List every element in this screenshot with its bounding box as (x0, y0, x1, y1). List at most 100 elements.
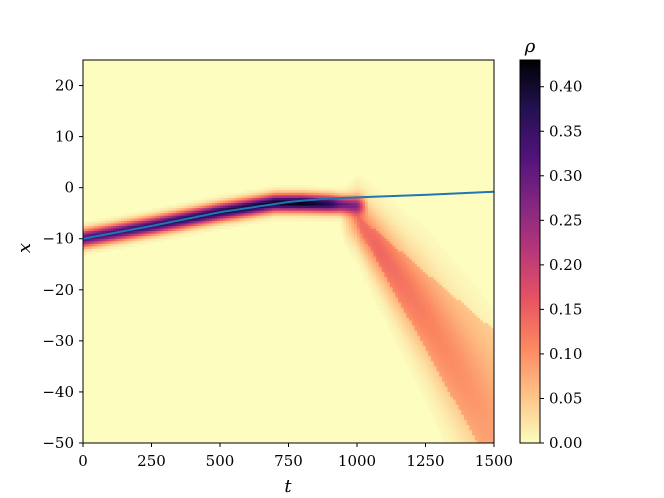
heatmap-cell (159, 218, 164, 222)
heatmap-cell (469, 435, 473, 439)
heatmap-cell (428, 251, 432, 255)
heatmap-cell (414, 282, 418, 286)
heatmap-cell (362, 182, 366, 186)
heatmap-cell (452, 287, 457, 291)
heatmap-cell (162, 233, 166, 237)
heatmap-cell (398, 300, 402, 304)
heatmap-cell (461, 274, 465, 278)
heatmap-cell (348, 190, 353, 194)
heatmap-cell (406, 294, 410, 299)
heatmap-cell (389, 302, 394, 306)
heatmap-cell (411, 368, 416, 373)
heatmap-cell (241, 220, 246, 225)
heatmap-cell (447, 292, 451, 296)
heatmap-cell (362, 208, 366, 212)
heatmap-cell (367, 271, 372, 276)
heatmap-cell (463, 307, 468, 311)
heatmap-cell (433, 394, 438, 398)
heatmap-cell (373, 220, 377, 225)
heatmap-cell (430, 289, 435, 293)
heatmap-cell (444, 338, 449, 342)
heatmap-cell (444, 435, 449, 439)
heatmap-cell (269, 200, 273, 204)
heatmap-cell (469, 422, 473, 426)
heatmap-cell (414, 231, 418, 235)
heatmap-cell (384, 317, 388, 322)
heatmap-cell (480, 440, 484, 443)
heatmap-cell (406, 363, 410, 367)
heatmap-cell (162, 231, 166, 235)
heatmap-cell (376, 287, 380, 291)
heatmap-cell (107, 248, 111, 253)
heatmap-cell (384, 271, 388, 276)
heatmap-cell (83, 228, 87, 232)
heatmap-cell (417, 348, 421, 352)
heatmap-cell (154, 213, 158, 217)
heatmap-cell (269, 187, 273, 191)
heatmap-cell (441, 353, 446, 357)
heatmap-cell (357, 225, 361, 230)
heatmap-cell (469, 427, 473, 431)
heatmap-cell (211, 200, 216, 204)
heatmap-cell (430, 345, 435, 350)
heatmap-cell (425, 351, 429, 355)
heatmap-cell (461, 277, 465, 281)
heatmap-cell (441, 374, 446, 378)
heatmap-cell (428, 328, 432, 332)
heatmap-cell (370, 192, 375, 196)
heatmap-cell (452, 333, 457, 337)
heatmap-cell (272, 210, 276, 214)
heatmap-cell (444, 381, 449, 385)
heatmap-cell (337, 187, 342, 191)
heatmap-cell (135, 228, 139, 232)
heatmap-cell (480, 379, 484, 383)
heatmap-cell (433, 389, 438, 393)
heatmap-cell (392, 210, 396, 214)
heatmap-cell (398, 231, 402, 235)
heatmap-cell (146, 236, 150, 240)
heatmap-cell (200, 218, 205, 222)
heatmap-cell (280, 195, 284, 199)
heatmap-cell (455, 307, 459, 311)
heatmap-cell (469, 312, 473, 316)
heatmap-cell (406, 353, 410, 357)
heatmap-cell (91, 246, 95, 250)
heatmap-cell (425, 241, 429, 245)
heatmap-cell (472, 437, 476, 442)
heatmap-cell (148, 225, 153, 230)
heatmap-cell (420, 294, 424, 299)
heatmap-cell (359, 261, 364, 265)
heatmap-cell (452, 279, 457, 283)
heatmap-cell (485, 404, 490, 408)
heatmap-cell (351, 254, 355, 258)
heatmap-cell (439, 274, 443, 278)
heatmap-cell (203, 220, 207, 225)
heatmap-cell (244, 200, 248, 204)
heatmap-cell (480, 297, 484, 301)
heatmap-cell (392, 274, 396, 278)
heatmap-cell (357, 223, 361, 227)
heatmap-cell (483, 366, 487, 370)
heatmap-cell (433, 407, 438, 411)
heatmap-cell (474, 363, 479, 367)
heatmap-cell (439, 374, 443, 378)
heatmap-cell (255, 218, 259, 222)
heatmap-cell (203, 202, 207, 207)
heatmap-cell (400, 254, 405, 258)
heatmap-cell (485, 417, 490, 421)
heatmap-cell (441, 310, 446, 314)
heatmap-cell (189, 218, 194, 222)
heatmap-cell (406, 269, 410, 273)
heatmap-cell (425, 266, 429, 270)
heatmap-cell (463, 305, 468, 309)
heatmap-cell (458, 420, 462, 424)
heatmap-cell (422, 361, 427, 365)
heatmap-cell (387, 213, 391, 217)
heatmap-cell (461, 343, 465, 347)
heatmap-cell (115, 241, 120, 245)
heatmap-cell (258, 218, 262, 222)
heatmap-cell (455, 292, 459, 296)
heatmap-cell (444, 320, 449, 324)
heatmap-cell (113, 215, 117, 219)
heatmap-cell (463, 315, 468, 319)
